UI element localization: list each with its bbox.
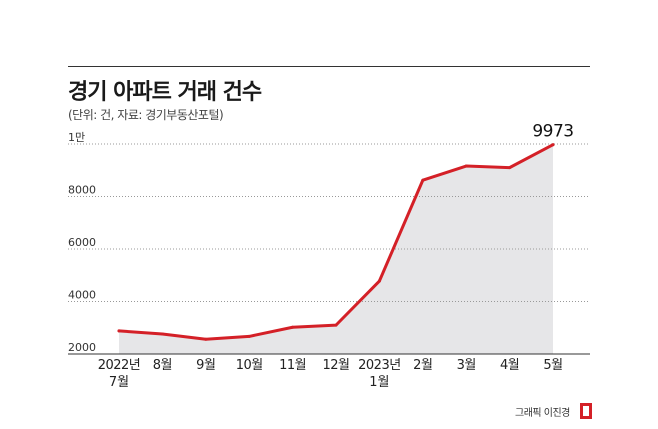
y-tick-label: 2000 — [68, 341, 96, 354]
x-tick-label-line2: 1월 — [369, 375, 389, 390]
chart-title: 경기 아파트 거래 건수 — [68, 80, 262, 105]
value-annotation: 9973 — [532, 122, 573, 142]
graphic-credit: 그래픽 이진경 — [515, 408, 570, 419]
x-tick-label: 11월 — [279, 358, 306, 373]
y-tick-label: 4000 — [68, 289, 96, 302]
data-point — [421, 178, 425, 182]
x-tick-label: 4월 — [500, 358, 519, 373]
data-point — [551, 143, 555, 147]
data-point — [377, 279, 381, 283]
x-tick-label: 2월 — [413, 358, 432, 373]
data-point — [508, 166, 512, 170]
y-tick-label: 6000 — [68, 236, 96, 249]
chart-subtitle: (단위: 건, 자료: 경기부동산포털) — [68, 108, 224, 122]
top-rule — [68, 66, 590, 67]
data-point — [247, 334, 251, 338]
x-tick-label: 2023년 — [358, 358, 401, 373]
x-tick-label: 12월 — [322, 358, 349, 373]
publisher-logo-icon — [580, 403, 592, 419]
data-point — [160, 332, 164, 336]
x-tick-label: 2022년 — [98, 358, 141, 373]
data-point — [204, 337, 208, 341]
data-point — [117, 329, 121, 333]
x-tick-label: 5월 — [543, 358, 562, 373]
x-tick-label: 8월 — [153, 358, 172, 373]
y-tick-label: 8000 — [68, 184, 96, 197]
data-point — [334, 323, 338, 327]
x-tick-label-line2: 7월 — [109, 375, 129, 390]
data-point — [291, 325, 295, 329]
series-area — [119, 144, 553, 354]
x-tick-label: 3월 — [457, 358, 476, 373]
x-tick-label: 10월 — [236, 358, 263, 373]
data-point — [464, 164, 468, 168]
y-tick-label: 1만 — [68, 131, 85, 144]
x-tick-label: 9월 — [196, 358, 215, 373]
